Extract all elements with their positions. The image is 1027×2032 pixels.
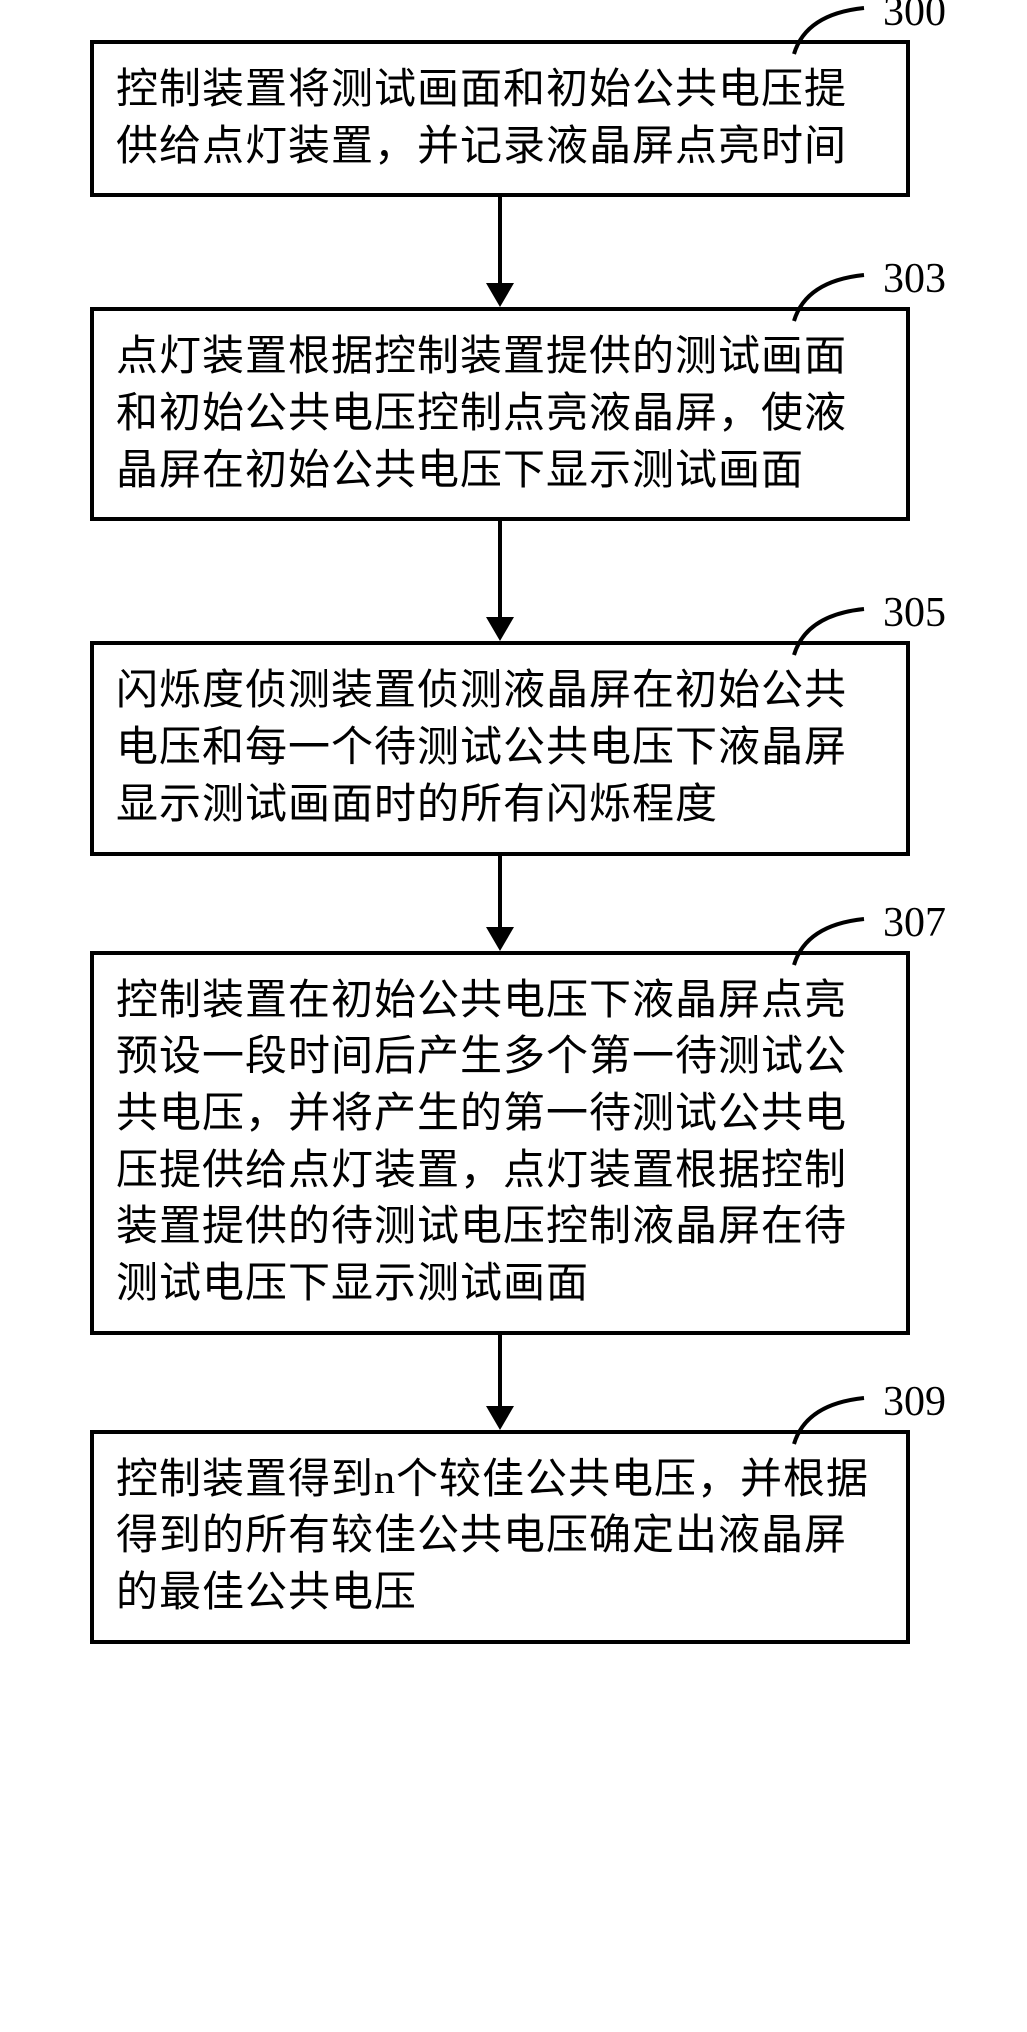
step-label-303: 303 — [786, 261, 946, 321]
flow-step-303: 303点灯装置根据控制装置提供的测试画面和初始公共电压控制点亮液晶屏，使液晶屏在… — [90, 307, 910, 521]
step-text: 点灯装置根据控制装置提供的测试画面和初始公共电压控制点亮液晶屏，使液晶屏在初始公… — [116, 329, 884, 499]
step-number: 303 — [883, 255, 946, 303]
step-number: 300 — [883, 0, 946, 36]
step-text: 控制装置得到n个较佳公共电压，并根据得到的所有较佳公共电压确定出液晶屏的最佳公共… — [116, 1452, 884, 1622]
step-number: 305 — [883, 589, 946, 637]
flow-step-307: 307控制装置在初始公共电压下液晶屏点亮预设一段时间后产生多个第一待测试公共电压… — [90, 951, 910, 1335]
flow-step-305: 305闪烁度侦测装置侦测液晶屏在初始公共电压和每一个待测试公共电压下液晶屏显示测… — [90, 641, 910, 855]
step-label-305: 305 — [786, 595, 946, 655]
step-number: 309 — [883, 1378, 946, 1426]
step-label-307: 307 — [786, 905, 946, 965]
flow-step-309: 309控制装置得到n个较佳公共电压，并根据得到的所有较佳公共电压确定出液晶屏的最… — [90, 1430, 910, 1644]
step-text: 控制装置在初始公共电压下液晶屏点亮预设一段时间后产生多个第一待测试公共电压，并将… — [116, 973, 884, 1313]
step-text: 控制装置将测试画面和初始公共电压提供给点灯装置，并记录液晶屏点亮时间 — [116, 62, 884, 175]
step-label-309: 309 — [786, 1384, 946, 1444]
step-number: 307 — [883, 899, 946, 947]
step-label-300: 300 — [786, 0, 946, 54]
step-text: 闪烁度侦测装置侦测液晶屏在初始公共电压和每一个待测试公共电压下液晶屏显示测试画面… — [116, 663, 884, 833]
flow-step-300: 300控制装置将测试画面和初始公共电压提供给点灯装置，并记录液晶屏点亮时间 — [90, 40, 910, 197]
